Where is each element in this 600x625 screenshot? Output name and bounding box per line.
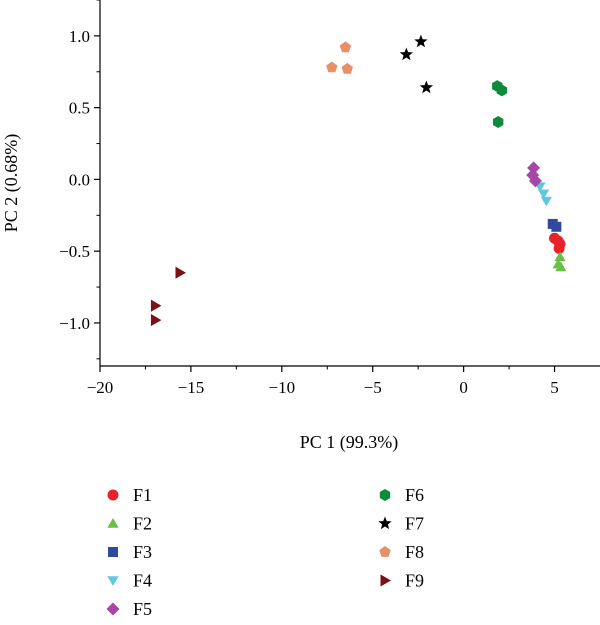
legend-label: F7 [405, 514, 424, 534]
series-f8 [326, 41, 353, 74]
legend-marker [380, 574, 391, 587]
x-axis-title: PC 1 (99.3%) [300, 432, 399, 453]
series-f1 [549, 232, 566, 254]
data-points [150, 34, 567, 327]
axes [99, 0, 600, 367]
y-tick-label: 0.0 [69, 170, 90, 189]
data-point [399, 47, 414, 61]
legend-marker [107, 518, 119, 528]
series-f5 [526, 161, 542, 188]
y-tick-label: 1.0 [69, 27, 90, 46]
legend-item-f5: F5 [106, 599, 152, 619]
legend-item-f6: F6 [379, 485, 424, 505]
y-tick-label: −0.5 [59, 242, 90, 261]
series-f9 [150, 266, 186, 327]
legend-marker [107, 576, 119, 586]
legend-item-f9: F9 [380, 571, 424, 591]
data-point [528, 174, 542, 188]
data-point [492, 116, 504, 128]
y-tick-label: −1.0 [59, 314, 90, 333]
data-point [150, 299, 162, 312]
data-point [554, 251, 566, 262]
legend-marker [108, 547, 118, 557]
legend-item-f1: F1 [107, 485, 152, 505]
data-point [555, 261, 567, 272]
data-point [414, 34, 428, 48]
x-tick-label: 5 [550, 378, 559, 397]
data-point [496, 84, 508, 97]
legend-item-f2: F2 [107, 514, 152, 534]
data-point [175, 266, 186, 279]
series-f7 [399, 34, 434, 94]
data-point [551, 221, 562, 232]
legend-marker [106, 602, 120, 616]
data-point [540, 196, 552, 207]
legend-marker [379, 489, 391, 501]
legend-item-f4: F4 [107, 571, 152, 591]
legend-marker [378, 516, 392, 530]
data-point [538, 189, 550, 200]
x-tick-label: −10 [269, 378, 296, 397]
legend-label: F4 [133, 571, 152, 591]
x-tick-label: −5 [364, 378, 382, 397]
ticks: −20 −15 −10 −5 0 5 1.0 0.5 0.0 −0.5 −1.0 [59, 0, 559, 397]
legend-label: F9 [405, 571, 424, 591]
legend-label: F6 [405, 485, 424, 505]
legend-item-f7: F7 [378, 514, 424, 534]
data-point [553, 242, 565, 254]
data-point [419, 80, 434, 94]
legend-label: F1 [133, 485, 152, 505]
legend-item-f8: F8 [379, 542, 424, 562]
data-point [150, 314, 162, 327]
legend-marker [107, 489, 119, 501]
data-point [326, 61, 338, 73]
data-point [339, 41, 352, 53]
legend-label: F5 [133, 599, 152, 619]
x-tick-label: −20 [87, 378, 114, 397]
legend: F1 F2 F3 F4 F5 F6 F7 F8 F9 [106, 485, 424, 619]
series-f4 [534, 182, 552, 207]
y-axis-title: PC 2 (0.68%) [1, 134, 22, 233]
series-f3 [547, 218, 562, 232]
x-tick-label: 0 [459, 378, 468, 397]
x-tick-label: −15 [178, 378, 205, 397]
series-f6 [492, 80, 508, 128]
data-point [341, 62, 353, 74]
legend-marker [379, 546, 391, 557]
series-f2 [552, 251, 567, 272]
legend-label: F2 [133, 514, 152, 534]
legend-label: F8 [405, 542, 424, 562]
legend-label: F3 [133, 542, 152, 562]
legend-item-f3: F3 [108, 542, 152, 562]
y-tick-label: 0.5 [69, 99, 90, 118]
